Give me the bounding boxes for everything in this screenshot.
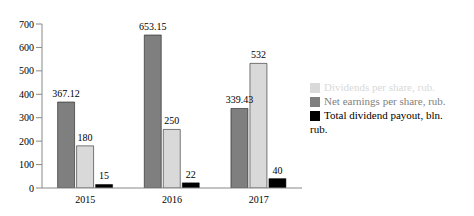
html-text:Total dividend payout, bln. ru: Total dividend payout, bln. rub. (310, 109, 443, 135)
svg-text:500: 500 (19, 65, 34, 76)
svg-text:339.43: 339.43 (226, 94, 254, 105)
svg-text:2015: 2015 (75, 194, 95, 205)
svg-text:250: 250 (164, 115, 179, 126)
svg-text:600: 600 (19, 42, 34, 53)
svg-text:2017: 2017 (249, 194, 269, 205)
html-text:Net earnings per share, rub.: Net earnings per share, rub. (324, 95, 446, 107)
svg-text:0: 0 (29, 183, 34, 194)
svg-text:700: 700 (19, 19, 34, 30)
svg-text:2016: 2016 (162, 194, 182, 205)
svg-text:180: 180 (78, 132, 93, 143)
svg-text:532: 532 (251, 49, 266, 60)
svg-text:15: 15 (99, 170, 109, 181)
html-text:Dividends per share, rub.: Dividends per share, rub. (324, 81, 435, 93)
svg-text:367.12: 367.12 (52, 88, 80, 99)
svg-text:653.15: 653.15 (139, 21, 167, 32)
svg-text:40: 40 (272, 165, 282, 176)
svg-text:100: 100 (19, 159, 34, 170)
svg-text:22: 22 (186, 169, 196, 180)
svg-text:300: 300 (19, 112, 34, 123)
svg-text:400: 400 (19, 89, 34, 100)
svg-text:200: 200 (19, 136, 34, 147)
